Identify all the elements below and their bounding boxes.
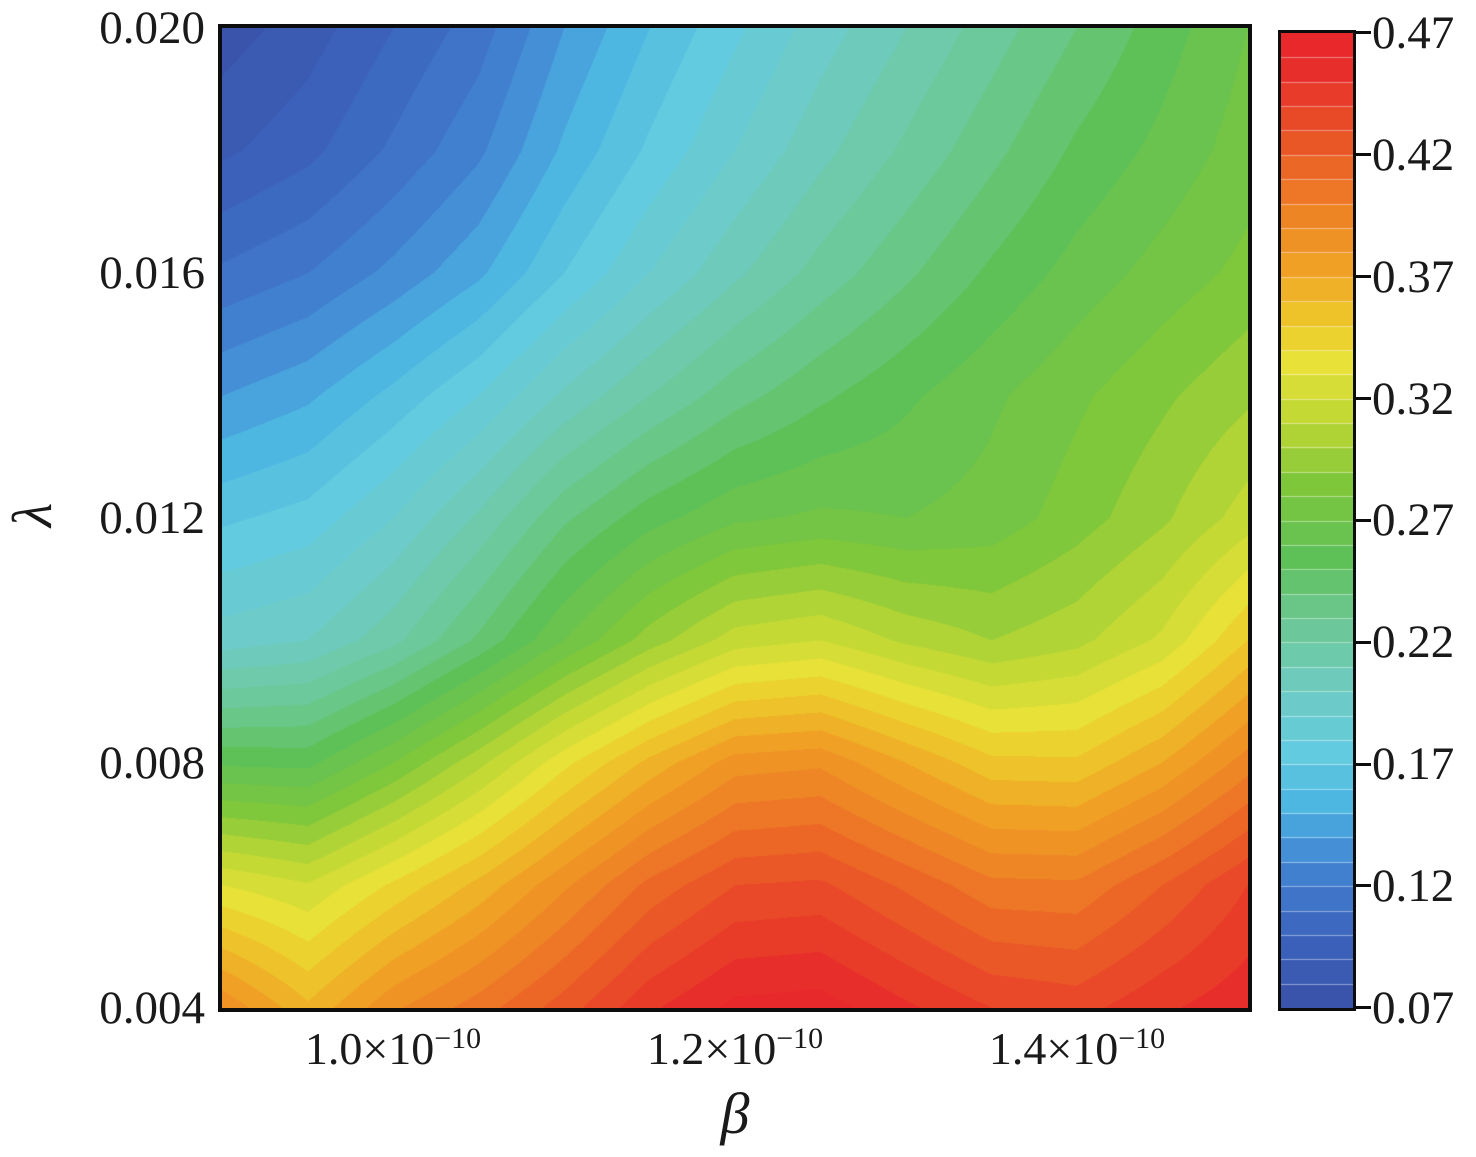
x-tick-exponent: −10	[434, 1021, 482, 1055]
colorbar-tick-mark	[1356, 153, 1371, 156]
colorbar-canvas	[1281, 33, 1353, 1008]
x-tick-label: 1.2×10−10	[605, 1022, 865, 1082]
x-tick-base: 1.2×10	[646, 1023, 777, 1074]
colorbar-tick-mark	[1356, 884, 1371, 887]
y-tick-label: 0.012	[99, 492, 205, 544]
colorbar-tick-label: 0.22	[1372, 616, 1455, 668]
colorbar-tick-label: 0.32	[1372, 373, 1455, 425]
x-axis-title: β	[720, 1081, 750, 1146]
contour-plot-canvas	[222, 28, 1248, 1008]
colorbar-tick-label: 0.12	[1372, 860, 1455, 912]
x-tick-exponent: −10	[1118, 1021, 1166, 1055]
colorbar-tick-label: 0.27	[1372, 494, 1455, 546]
colorbar-tick-mark	[1356, 397, 1371, 400]
colorbar-tick-label: 0.07	[1372, 982, 1455, 1034]
colorbar-tick-label: 0.42	[1372, 129, 1455, 181]
colorbar-tick-mark	[1356, 519, 1371, 522]
colorbar-tick-label: 0.17	[1372, 738, 1455, 790]
x-tick-exponent: −10	[776, 1021, 824, 1055]
x-tick-label: 1.0×10−10	[263, 1022, 523, 1082]
colorbar-tick-label: 0.37	[1372, 251, 1455, 303]
colorbar-tick-mark	[1356, 763, 1371, 766]
colorbar-tick-mark	[1356, 641, 1371, 644]
x-tick-base: 1.0×10	[304, 1023, 435, 1074]
colorbar-tick-mark	[1356, 31, 1371, 34]
colorbar-tick-mark	[1356, 275, 1371, 278]
x-tick-base: 1.4×10	[988, 1023, 1119, 1074]
y-tick-label: 0.020	[99, 2, 205, 54]
y-tick-label: 0.008	[99, 737, 205, 789]
colorbar-tick-label: 0.47	[1372, 7, 1455, 59]
y-tick-label: 0.004	[99, 982, 205, 1034]
x-tick-label: 1.4×10−10	[947, 1022, 1207, 1082]
colorbar-tick-mark	[1356, 1006, 1371, 1009]
y-tick-label: 0.016	[99, 247, 205, 299]
